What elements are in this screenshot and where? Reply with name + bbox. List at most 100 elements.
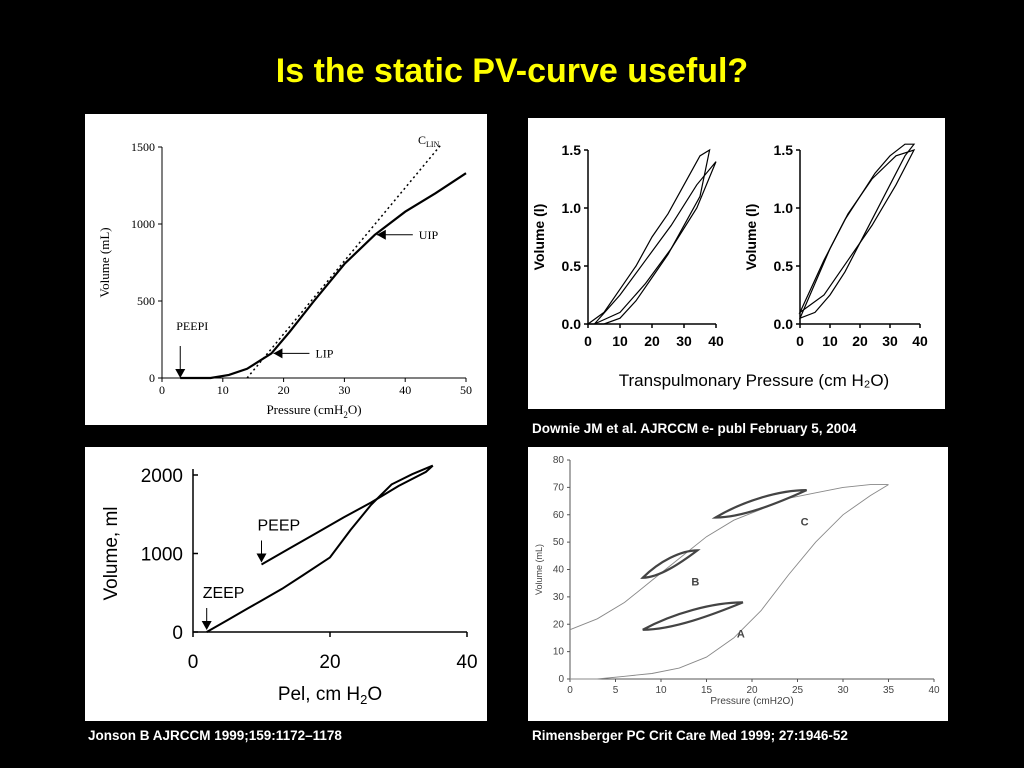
slide-title: Is the static PV-curve useful?: [275, 52, 749, 90]
downie-x-tick-label: 10: [822, 333, 838, 349]
pv-arrowhead-uip: [376, 229, 386, 240]
pv-curve: [180, 172, 467, 380]
jonson-arrowhead-zeep: [201, 621, 212, 630]
rim-x-tick-label: 5: [613, 685, 619, 696]
rimensberger-chart: 0 5 10 15 20 25 30 35 40 0 10 20 30 40 50 60 70 80 Pressur…: [534, 455, 940, 707]
pv-arrowhead-peepi: [175, 369, 186, 378]
rim-y-tick-label: 60: [553, 510, 565, 521]
jonson-arrowhead-peep: [256, 553, 267, 563]
downie-x-tick-label: 30: [882, 333, 898, 349]
caption-rimensberger: Rimensberger PC Crit Care Med 1999; 27:1…: [532, 728, 848, 743]
jonson-y-tick-label: 0: [172, 623, 183, 644]
rim-y-tick-label: 20: [553, 619, 565, 630]
jonson-annotation-peep: PEEP: [258, 517, 301, 534]
downie-y-tick-label: 0.0: [774, 316, 794, 332]
rim-loop-label-c: C: [801, 516, 809, 528]
caption-jonson: Jonson B AJRCCM 1999;159:1172–1178: [88, 728, 342, 743]
downie-y-label: Volume (l): [531, 204, 547, 271]
downie-y-tick-label: 1.0: [774, 200, 794, 216]
jonson-series-zeep: [206, 464, 434, 633]
downie-x-tick-label: 40: [912, 333, 928, 349]
rim-x-tick-label: 0: [567, 685, 573, 696]
pv-line-label: CLIN: [418, 133, 440, 149]
caption-downie: Downie JM et al. AJRCCM e- publ February…: [532, 421, 857, 436]
downie-x-tick-label: 30: [676, 333, 692, 349]
pv-x-tick-label: 10: [217, 383, 229, 397]
rim-y-tick-label: 80: [553, 455, 565, 466]
jonson-chart: 0 20 40 0 1000 2000 Pel, cm H2O Volume, ml PEEP Z…: [101, 464, 478, 707]
rim-y-label: Volume (mL): [534, 544, 544, 595]
rim-y-tick-label: 0: [558, 674, 564, 685]
jonson-y-tick-label: 2000: [141, 466, 183, 487]
pv-y-tick-label: 0: [149, 371, 155, 385]
rim-loop-label-b: B: [691, 577, 699, 589]
rim-y-tick-label: 50: [553, 537, 565, 548]
rim-x-tick-label: 30: [837, 685, 849, 696]
downie-hysteresis-loop: [798, 143, 916, 320]
downie-x-tick-label: 0: [796, 333, 804, 349]
pv-x-tick-label: 30: [338, 383, 350, 397]
pv-arrowhead-lip: [273, 348, 283, 359]
downie-y-tick-label: 0.5: [562, 258, 582, 274]
jonson-x-tick-label: 20: [319, 652, 340, 673]
panel-downie: 0 10 20 30 40 0.0 0.5 1.0 1.5 Volume (l) 0 10 20 30 40…: [528, 118, 945, 409]
downie-y-label: Volume (l): [743, 204, 759, 271]
pv-linear-compliance-line: [246, 143, 443, 379]
rim-loop-b: [640, 549, 701, 579]
pv-x-tick-label: 40: [399, 383, 411, 397]
pv-x-label: Pressure (cmH2O): [266, 402, 361, 420]
pv-x-tick-label: 0: [159, 383, 165, 397]
downie-y-tick-label: 0.5: [774, 258, 794, 274]
rim-y-tick-label: 30: [553, 592, 565, 603]
rim-x-tick-label: 25: [792, 685, 804, 696]
jonson-y-tick-label: 1000: [141, 545, 183, 566]
rim-loop-a: [642, 601, 744, 631]
jonson-x-label: Pel, cm H2O: [278, 684, 382, 707]
downie-y-tick-label: 1.0: [562, 200, 582, 216]
downie-x-tick-label: 20: [852, 333, 868, 349]
rim-x-tick-label: 35: [883, 685, 895, 696]
downie-hysteresis-loop: [593, 161, 717, 325]
panel-jonson: 0 20 40 0 1000 2000 Pel, cm H2O Volume, ml PEEP Z…: [85, 447, 487, 721]
jonson-annotation-zeep: ZEEP: [203, 585, 245, 602]
jonson-x-tick-label: 40: [456, 652, 477, 673]
pv-y-tick-label: 500: [137, 294, 155, 308]
downie-y-tick-label: 1.5: [774, 142, 794, 158]
rim-x-tick-label: 20: [746, 685, 758, 696]
downie-y-tick-label: 0.0: [562, 316, 582, 332]
jonson-series-peep: [261, 464, 434, 566]
rim-x-label: Pressure (cmH2O): [710, 696, 793, 707]
rim-x-tick-label: 10: [655, 685, 667, 696]
pv-annotation-uip: UIP: [419, 228, 439, 242]
pv-y-tick-label: 1000: [131, 217, 155, 231]
jonson-x-tick-label: 0: [188, 652, 199, 673]
pv-y-label: Volume (mL): [97, 227, 112, 297]
rim-x-tick-label: 40: [928, 685, 940, 696]
downie-hysteresis-loop: [798, 148, 916, 315]
rim-inflation-limb: [569, 484, 889, 631]
rim-x-tick-label: 15: [701, 685, 713, 696]
pv-annotation-lip: LIP: [315, 346, 333, 360]
pv-annotation-peepi: PEEPI: [176, 319, 208, 333]
downie-hysteresis-loop: [586, 148, 711, 325]
pv-y-tick-label: 1500: [131, 140, 155, 154]
downie-x-tick-label: 40: [708, 333, 724, 349]
rim-y-tick-label: 10: [553, 647, 565, 658]
downie-x-tick-label: 10: [612, 333, 628, 349]
rim-y-tick-label: 40: [553, 565, 565, 576]
pv-x-tick-label: 50: [460, 383, 472, 397]
jonson-y-label: Volume, ml: [101, 507, 122, 601]
downie-y-tick-label: 1.5: [562, 142, 582, 158]
pv-x-tick-label: 20: [278, 383, 290, 397]
downie-x-tick-label: 20: [644, 333, 660, 349]
panel-pv-static: 0 10 20 30 40 50 0 500 1000 1500 Pressure (cmH2O) V…: [85, 114, 487, 425]
rim-y-tick-label: 70: [553, 482, 565, 493]
rim-loop-label-a: A: [737, 629, 745, 641]
downie-loops-chart: 0 10 20 30 40 0.0 0.5 1.0 1.5 Volume (l) 0 10 20 30 40…: [531, 142, 928, 390]
downie-x-label: Transpulmonary Pressure (cm H₂O): [619, 371, 889, 390]
downie-x-tick-label: 0: [584, 333, 592, 349]
rim-deflation-limb: [570, 484, 889, 680]
rim-loop-c: [711, 489, 808, 519]
panel-rimensberger: 0 5 10 15 20 25 30 35 40 0 10 20 30 40 50 60 70 80 Pressur…: [528, 447, 948, 721]
